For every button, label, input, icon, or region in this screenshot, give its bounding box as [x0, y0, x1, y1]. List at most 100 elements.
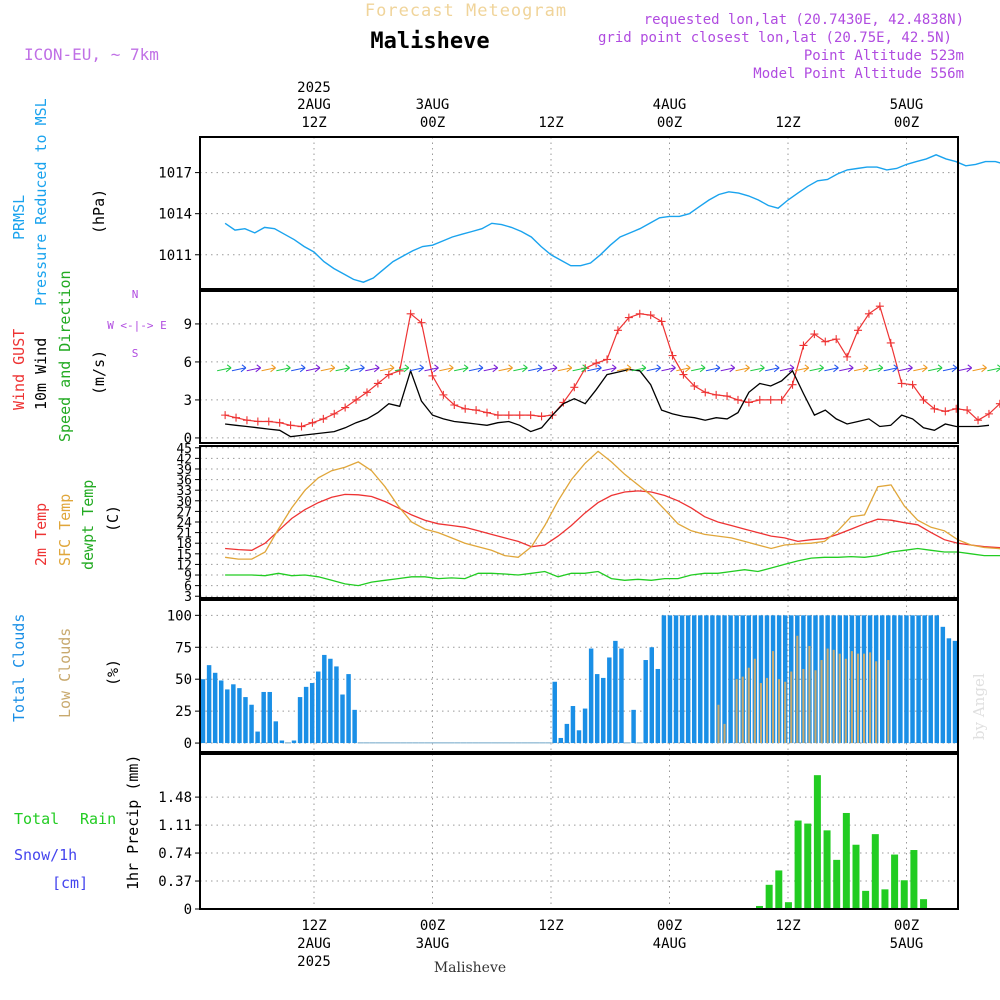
footer-location: Malisheve	[434, 960, 506, 976]
gust-marker	[733, 395, 742, 404]
total-cloud-bar	[225, 689, 230, 744]
cloud-zero-mark	[394, 742, 401, 744]
total-cloud-bar	[631, 709, 636, 744]
total-cloud-bar	[613, 640, 618, 744]
gust-marker	[613, 326, 622, 335]
gust-marker	[330, 409, 339, 418]
gust-marker	[864, 309, 873, 318]
sfc-label: SFC Temp	[56, 494, 74, 566]
compass-we: W <-|-> E	[107, 319, 167, 332]
top-time-hour: 00Z	[894, 115, 919, 131]
cloud-zero-mark	[418, 742, 425, 744]
gust-marker	[919, 395, 928, 404]
gust-marker	[821, 337, 830, 346]
gust-marker	[875, 302, 884, 311]
temp-tick-label: 9	[184, 569, 192, 584]
gust-marker	[886, 338, 895, 347]
cloud-zero-mark	[460, 742, 467, 744]
precip-bar	[775, 870, 783, 909]
total-cloud-bar	[698, 615, 703, 744]
temp-tick-label: 27	[176, 505, 192, 520]
top-time-hour: 00Z	[420, 115, 445, 131]
gust-marker	[777, 395, 786, 404]
total-cloud-bar	[782, 615, 788, 744]
pressure-tick-label: 1014	[158, 207, 192, 223]
wind-direction-arrow	[987, 364, 1000, 373]
cloud-zero-mark	[357, 742, 364, 744]
total-cloud-bar	[328, 658, 333, 744]
wind-direction-arrow	[765, 364, 780, 373]
top-time-year: 2025	[297, 80, 331, 96]
total-cloud-bar	[952, 640, 958, 744]
pressure-frame	[199, 136, 959, 290]
temp-tick-label: 45	[176, 442, 192, 457]
gust-marker	[755, 395, 764, 404]
total-cloud-bar	[661, 615, 667, 744]
gust-marker	[242, 416, 251, 425]
precip-total-label: Total	[14, 810, 59, 828]
top-time-hour: 12Z	[301, 115, 326, 131]
top-time-hour: 12Z	[538, 115, 563, 131]
wind-direction-arrow	[661, 364, 676, 373]
total-cloud-bar	[273, 721, 279, 744]
gust-marker	[428, 371, 437, 380]
total-cloud-bar	[303, 686, 309, 744]
prmsl-label: PRMSL	[10, 195, 28, 240]
total-cloud-bar	[322, 654, 327, 744]
pressure-tick-label: 1011	[158, 248, 192, 264]
cloud-zero-mark	[539, 742, 546, 744]
cloud-zero-mark	[527, 742, 534, 744]
wind-direction-arrow	[676, 364, 691, 373]
low-clouds-label: Low Clouds	[56, 628, 74, 718]
wind-direction-arrow	[957, 364, 973, 373]
wind-direction-arrow	[305, 364, 321, 373]
pressure-labels: PRMSL Pressure Reduced to MSL (hPa)	[10, 98, 108, 306]
wind-direction-arrow	[839, 364, 854, 373]
wind-labels: Wind GUST 10m Wind Speed and Direction (…	[10, 270, 167, 442]
wind-direction-arrow	[513, 364, 528, 373]
wind-direction-arrow	[853, 364, 869, 373]
low-cloud-bar	[747, 667, 750, 744]
top-time-date: 4AUG	[653, 97, 687, 113]
total-cloud-bar	[231, 684, 236, 744]
cloud-zero-mark	[412, 742, 419, 744]
cloud-zero-mark	[624, 742, 631, 744]
gust-marker	[679, 370, 688, 379]
temp-tick-label: 15	[176, 548, 192, 563]
temp-tick-label: 36	[176, 474, 192, 489]
total-cloud-bar	[564, 723, 570, 744]
gust-marker	[810, 330, 819, 339]
wind-direction-arrow	[750, 364, 765, 373]
cloud-zero-mark	[545, 742, 552, 744]
bottom-time-hour: 00Z	[420, 918, 445, 934]
wind-direction-arrow	[779, 364, 795, 373]
gust-marker	[493, 411, 502, 420]
dew-label: dewpt Temp	[79, 480, 97, 570]
wind-direction-arrow	[572, 364, 587, 373]
t2m-label: 2m Temp	[32, 503, 50, 566]
bottom-time-year: 2025	[297, 954, 331, 970]
total-cloud-bar	[916, 615, 921, 744]
chart-marks: 1011101410170369369121518212427303336394…	[158, 80, 1000, 970]
precip-bar	[920, 899, 928, 909]
low-cloud-bar	[784, 681, 787, 744]
temp-tick-label: 39	[176, 463, 192, 478]
gust-marker	[712, 390, 721, 399]
bottom-time-date: 3AUG	[416, 936, 450, 952]
gust-marker	[472, 406, 481, 415]
snow-cm-label: [cm]	[52, 874, 88, 892]
wind-direction-arrow	[557, 364, 573, 373]
gust-marker	[657, 317, 666, 326]
temp-tick-label: 30	[176, 495, 192, 510]
total-cloud-bar	[218, 680, 224, 744]
wind-unit: (m/s)	[90, 350, 108, 395]
total-cloud-bar	[879, 615, 885, 744]
point-altitude: Point Altitude 523m	[804, 48, 964, 64]
gust-marker	[362, 388, 371, 397]
gust-marker	[646, 311, 655, 320]
precip-tick-label: 1.11	[158, 818, 192, 834]
gust-label: Wind GUST	[10, 329, 28, 410]
wind-speed-line	[225, 368, 990, 438]
gust-marker	[264, 417, 273, 426]
gust-marker	[723, 392, 732, 401]
